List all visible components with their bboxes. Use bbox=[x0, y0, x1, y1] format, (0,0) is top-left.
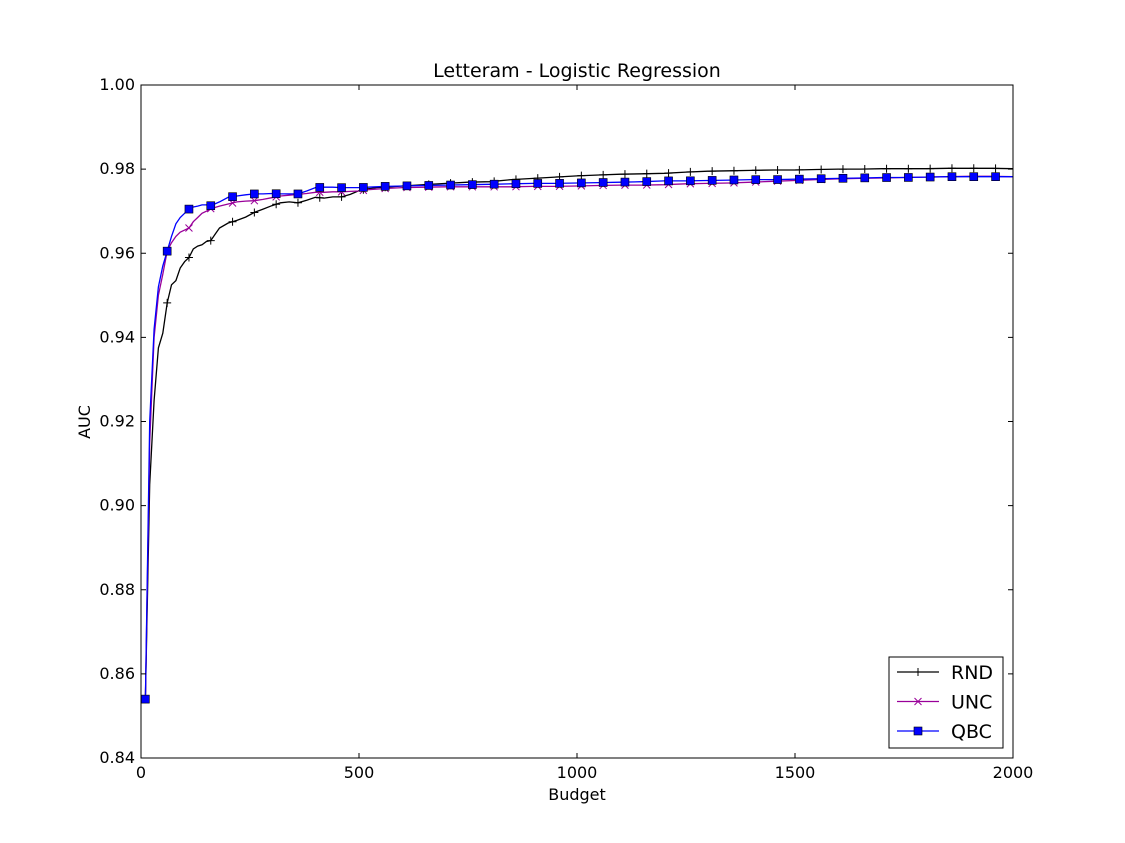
data-point bbox=[206, 236, 215, 245]
data-point bbox=[642, 177, 652, 186]
data-point bbox=[577, 178, 586, 188]
data-point bbox=[293, 198, 302, 207]
x-tick-label: 2000 bbox=[993, 763, 1034, 782]
data-point bbox=[598, 178, 608, 187]
x-tick-label: 1000 bbox=[557, 763, 598, 782]
data-point bbox=[969, 164, 978, 173]
data-point bbox=[729, 175, 739, 185]
data-point bbox=[315, 183, 325, 192]
data-point bbox=[620, 177, 630, 187]
x-tick-label: 500 bbox=[344, 763, 375, 782]
chart-title: Letteram - Logistic Regression bbox=[433, 60, 721, 82]
data-point bbox=[250, 196, 259, 205]
data-point bbox=[489, 179, 499, 189]
y-axis-title: AUC bbox=[75, 405, 94, 439]
data-point bbox=[773, 175, 782, 184]
data-point bbox=[795, 174, 804, 184]
data-point bbox=[947, 164, 956, 173]
data-point bbox=[686, 176, 695, 186]
x-tick-label: 1500 bbox=[775, 763, 816, 782]
data-point bbox=[664, 169, 673, 178]
data-point bbox=[185, 224, 193, 232]
y-tick-label: 0.86 bbox=[99, 664, 135, 683]
data-point bbox=[991, 172, 1000, 181]
legend-marker bbox=[914, 668, 922, 676]
y-tick-label: 0.90 bbox=[99, 496, 135, 515]
data-point bbox=[860, 165, 869, 174]
data-point bbox=[184, 204, 194, 214]
data-point bbox=[947, 172, 957, 181]
data-point bbox=[293, 189, 303, 199]
data-point bbox=[315, 193, 324, 202]
y-tick-label: 0.94 bbox=[99, 327, 135, 346]
data-point bbox=[751, 175, 761, 184]
data-point bbox=[925, 172, 935, 182]
data-point bbox=[664, 176, 673, 186]
legend-label-rnd: RND bbox=[951, 662, 993, 684]
data-point bbox=[991, 164, 1000, 173]
data-point bbox=[250, 208, 259, 217]
data-point bbox=[708, 167, 717, 176]
data-point bbox=[402, 181, 412, 191]
data-point bbox=[904, 164, 913, 173]
y-tick-label: 0.88 bbox=[99, 580, 135, 599]
data-point bbox=[555, 179, 564, 188]
data-point bbox=[599, 170, 608, 179]
data-point bbox=[337, 183, 346, 192]
data-point bbox=[424, 181, 434, 190]
y-tick-label: 0.92 bbox=[99, 412, 135, 431]
data-point bbox=[228, 192, 237, 201]
data-point bbox=[816, 174, 826, 184]
data-point bbox=[206, 201, 216, 211]
legend-label-qbc: QBC bbox=[951, 721, 992, 743]
x-tick-label: 0 bbox=[136, 763, 146, 782]
series-markers-qbc bbox=[141, 172, 1000, 704]
x-axis-title: Budget bbox=[548, 785, 606, 804]
legend-marker bbox=[914, 697, 922, 706]
data-point bbox=[751, 166, 760, 175]
data-point bbox=[141, 694, 150, 704]
legend-marker bbox=[913, 726, 923, 736]
data-point bbox=[163, 298, 172, 307]
data-point bbox=[642, 169, 651, 178]
data-point bbox=[446, 180, 455, 190]
data-point bbox=[904, 173, 913, 182]
series-line-unc bbox=[144, 175, 1013, 700]
data-point bbox=[184, 253, 193, 262]
y-tick-label: 0.96 bbox=[99, 243, 135, 262]
data-point bbox=[468, 180, 477, 189]
data-point bbox=[250, 189, 259, 199]
data-point bbox=[838, 165, 847, 174]
data-point bbox=[926, 164, 935, 173]
data-point bbox=[860, 173, 870, 183]
data-point bbox=[882, 164, 891, 173]
data-point bbox=[337, 192, 346, 201]
data-point bbox=[882, 173, 891, 182]
data-point bbox=[729, 166, 738, 175]
legend: RND UNC QBC bbox=[888, 656, 1004, 749]
data-point bbox=[271, 189, 281, 199]
data-point bbox=[533, 179, 543, 188]
data-point bbox=[511, 179, 521, 189]
y-tick-label: 0.84 bbox=[99, 748, 135, 767]
data-point bbox=[359, 183, 368, 192]
data-point bbox=[620, 170, 629, 179]
data-point bbox=[228, 217, 237, 226]
data-point bbox=[773, 165, 782, 174]
legend-label-unc: UNC bbox=[951, 692, 992, 714]
data-point bbox=[795, 165, 804, 174]
data-point bbox=[686, 167, 695, 176]
data-point bbox=[162, 246, 172, 256]
data-point bbox=[817, 165, 826, 174]
y-tick-label: 0.98 bbox=[99, 159, 135, 178]
data-point bbox=[838, 173, 848, 183]
data-point bbox=[272, 200, 281, 209]
data-point bbox=[707, 176, 717, 185]
data-point bbox=[969, 172, 979, 181]
y-tick-label: 1.00 bbox=[99, 75, 135, 94]
data-point bbox=[380, 182, 390, 191]
data-point bbox=[577, 171, 586, 180]
